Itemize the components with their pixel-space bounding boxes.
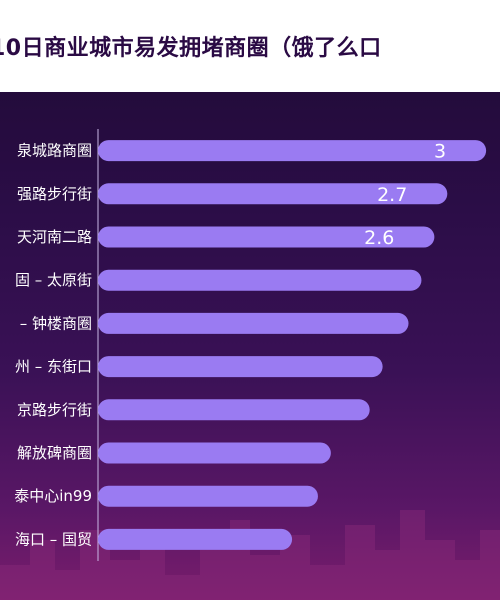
category-label: 州 – 东街口 <box>15 358 92 376</box>
category-label: 天河南二路 <box>17 228 92 246</box>
data-label: 2.6 <box>364 227 394 249</box>
title-banner: 10日商业城市易发拥堵商圈（饿了么口 <box>0 0 500 92</box>
bar <box>98 485 318 507</box>
bar <box>98 356 383 378</box>
city-skyline-background <box>0 510 500 600</box>
bar <box>98 442 331 464</box>
category-label: 固 – 太原街 <box>15 271 92 289</box>
data-label: 3 <box>434 141 446 163</box>
category-label: 海口 – 国贸 <box>15 530 92 548</box>
category-label: 强路步行街 <box>17 185 92 203</box>
chart-title: 10日商业城市易发拥堵商圈（饿了么口 <box>0 36 382 61</box>
bar <box>98 140 487 162</box>
category-label: 京路步行街 <box>17 401 92 419</box>
category-label: 泉城路商圈 <box>17 142 92 160</box>
data-label: 2.7 <box>377 184 407 206</box>
category-label: 泰中心in99 <box>14 487 92 505</box>
bar <box>98 399 370 421</box>
bar <box>98 269 422 291</box>
bar <box>98 528 293 550</box>
category-label: 解放碑商圈 <box>17 444 92 462</box>
bar <box>98 312 409 334</box>
category-label: – 钟楼商圈 <box>20 314 92 332</box>
bar <box>98 183 448 205</box>
bar <box>98 226 435 248</box>
